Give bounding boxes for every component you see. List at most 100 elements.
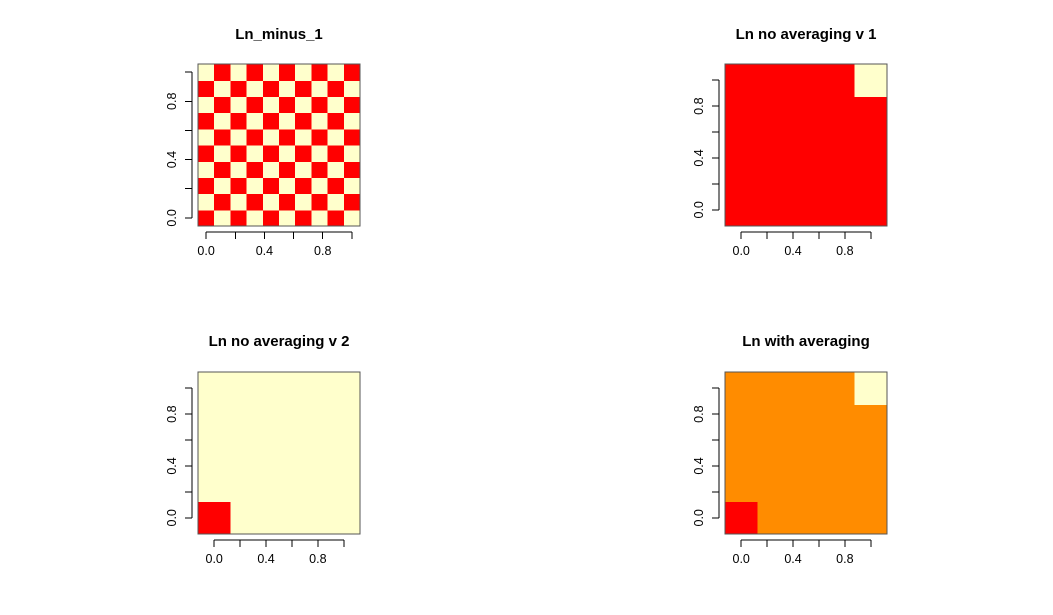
heatmap-cell — [327, 80, 345, 97]
panel-title: Ln_minus_1 — [235, 26, 323, 43]
panel-title: Ln no averaging v 1 — [736, 26, 877, 43]
heatmap-cell — [789, 161, 823, 195]
heatmap-cell — [343, 80, 361, 97]
heatmap-cell — [230, 64, 248, 81]
heatmap-cell — [279, 193, 296, 211]
heatmap-cell — [262, 112, 280, 130]
heatmap-cell — [246, 64, 264, 81]
heatmap-cell — [295, 372, 329, 405]
heatmap-cell — [230, 209, 248, 227]
heatmap-cell — [725, 161, 758, 195]
heatmap-cell — [295, 501, 329, 535]
heatmap-cell — [757, 128, 791, 162]
plot-frame — [724, 63, 888, 227]
heatmap-cell — [789, 372, 823, 405]
heatmap-cell — [295, 177, 312, 195]
heatmap-cell — [230, 145, 248, 162]
y-axis: 0.0 0.4 0.8 — [165, 387, 193, 526]
heatmap-cell — [262, 64, 280, 81]
y-tick-label: 0.8 — [692, 405, 706, 422]
heatmap-cell — [327, 209, 345, 227]
heatmap-cells — [725, 372, 888, 535]
heatmap-cell — [230, 80, 248, 97]
heatmap-cell — [214, 96, 231, 114]
heatmap-cell — [822, 193, 856, 227]
heatmap-cell — [327, 469, 361, 503]
heatmap-cell — [198, 501, 231, 535]
heatmap-cell — [725, 64, 758, 97]
heatmap-cell — [198, 177, 215, 195]
panel-title: Ln no averaging v 2 — [209, 333, 350, 350]
heatmap-cell — [327, 161, 345, 178]
heatmap-cell — [311, 128, 329, 146]
heatmap-cell — [311, 177, 329, 195]
x-tick-label: 0.8 — [836, 552, 853, 566]
heatmap-cell — [757, 193, 791, 227]
x-tick-label: 0.0 — [733, 552, 750, 566]
y-tick-label: 0.0 — [692, 509, 706, 526]
heatmap-cell — [230, 436, 264, 470]
heatmap-cell — [262, 404, 296, 438]
heatmap-cell — [343, 128, 361, 146]
y-tick-label: 0.8 — [692, 97, 706, 114]
panel-ln-minus-1: Ln_minus_1 0.0 0.4 0.8 0.0 0.4 0.8 — [165, 26, 361, 258]
heatmap-cell — [246, 209, 264, 227]
panel-ln-with-averaging: Ln with averaging 0.0 0.4 0.8 0.0 0.4 0.8 — [692, 333, 888, 566]
heatmap-cell — [822, 96, 856, 130]
heatmap-cell — [343, 193, 361, 211]
heatmap-cell — [725, 436, 758, 470]
heatmap-cell — [279, 64, 296, 81]
heatmap-cells — [725, 64, 888, 227]
heatmap-cell — [214, 145, 231, 162]
y-tick-label: 0.4 — [692, 457, 706, 474]
heatmap-cell — [822, 64, 856, 97]
heatmap-cell — [789, 469, 823, 503]
heatmap-cell — [262, 436, 296, 470]
heatmap-cell — [214, 80, 231, 97]
heatmap-cell — [327, 193, 345, 211]
heatmap-cell — [214, 161, 231, 178]
heatmap-cell — [198, 469, 231, 503]
heatmap-cell — [246, 145, 264, 162]
plot-frame — [724, 371, 888, 535]
heatmap-cell — [295, 209, 312, 227]
heatmap-cell — [230, 161, 248, 178]
heatmap-cell — [327, 145, 345, 162]
x-tick-label: 0.8 — [836, 244, 853, 258]
heatmap-cell — [822, 469, 856, 503]
heatmap-cell — [198, 372, 231, 405]
heatmap-cell — [327, 372, 361, 405]
x-axis: 0.0 0.4 0.8 — [197, 231, 353, 258]
heatmap-cell — [279, 128, 296, 146]
heatmap-cell — [262, 372, 296, 405]
heatmap-cell — [295, 436, 329, 470]
heatmap-cell — [198, 209, 215, 227]
heatmap-cell — [789, 128, 823, 162]
x-tick-label: 0.0 — [733, 244, 750, 258]
heatmap-cell — [725, 193, 758, 227]
heatmap-cell — [198, 193, 215, 211]
x-tick-label: 0.4 — [257, 552, 274, 566]
heatmap-cell — [198, 145, 215, 162]
heatmap-cell — [246, 177, 264, 195]
heatmap-cell — [343, 177, 361, 195]
heatmap-cell — [311, 64, 329, 81]
heatmap-cell — [757, 96, 791, 130]
heatmap-cell — [262, 128, 280, 146]
heatmap-cell — [327, 501, 361, 535]
heatmap-cell — [198, 64, 215, 81]
plot-frame — [197, 371, 361, 535]
heatmap-cell — [757, 436, 791, 470]
heatmap-cell — [822, 501, 856, 535]
heatmap-cell — [198, 128, 215, 146]
heatmap-cell — [279, 80, 296, 97]
heatmap-cell — [295, 469, 329, 503]
heatmap-cell — [311, 96, 329, 114]
panel-ln-no-averaging-v1: Ln no averaging v 1 0.0 0.4 0.8 0.0 0.4 0.8 — [692, 26, 888, 258]
heatmap-cell — [262, 469, 296, 503]
heatmap-cell — [262, 96, 280, 114]
heatmap-cell — [725, 372, 758, 405]
heatmap-cell — [854, 128, 888, 162]
heatmap-cell — [822, 128, 856, 162]
heatmap-cell — [789, 193, 823, 227]
